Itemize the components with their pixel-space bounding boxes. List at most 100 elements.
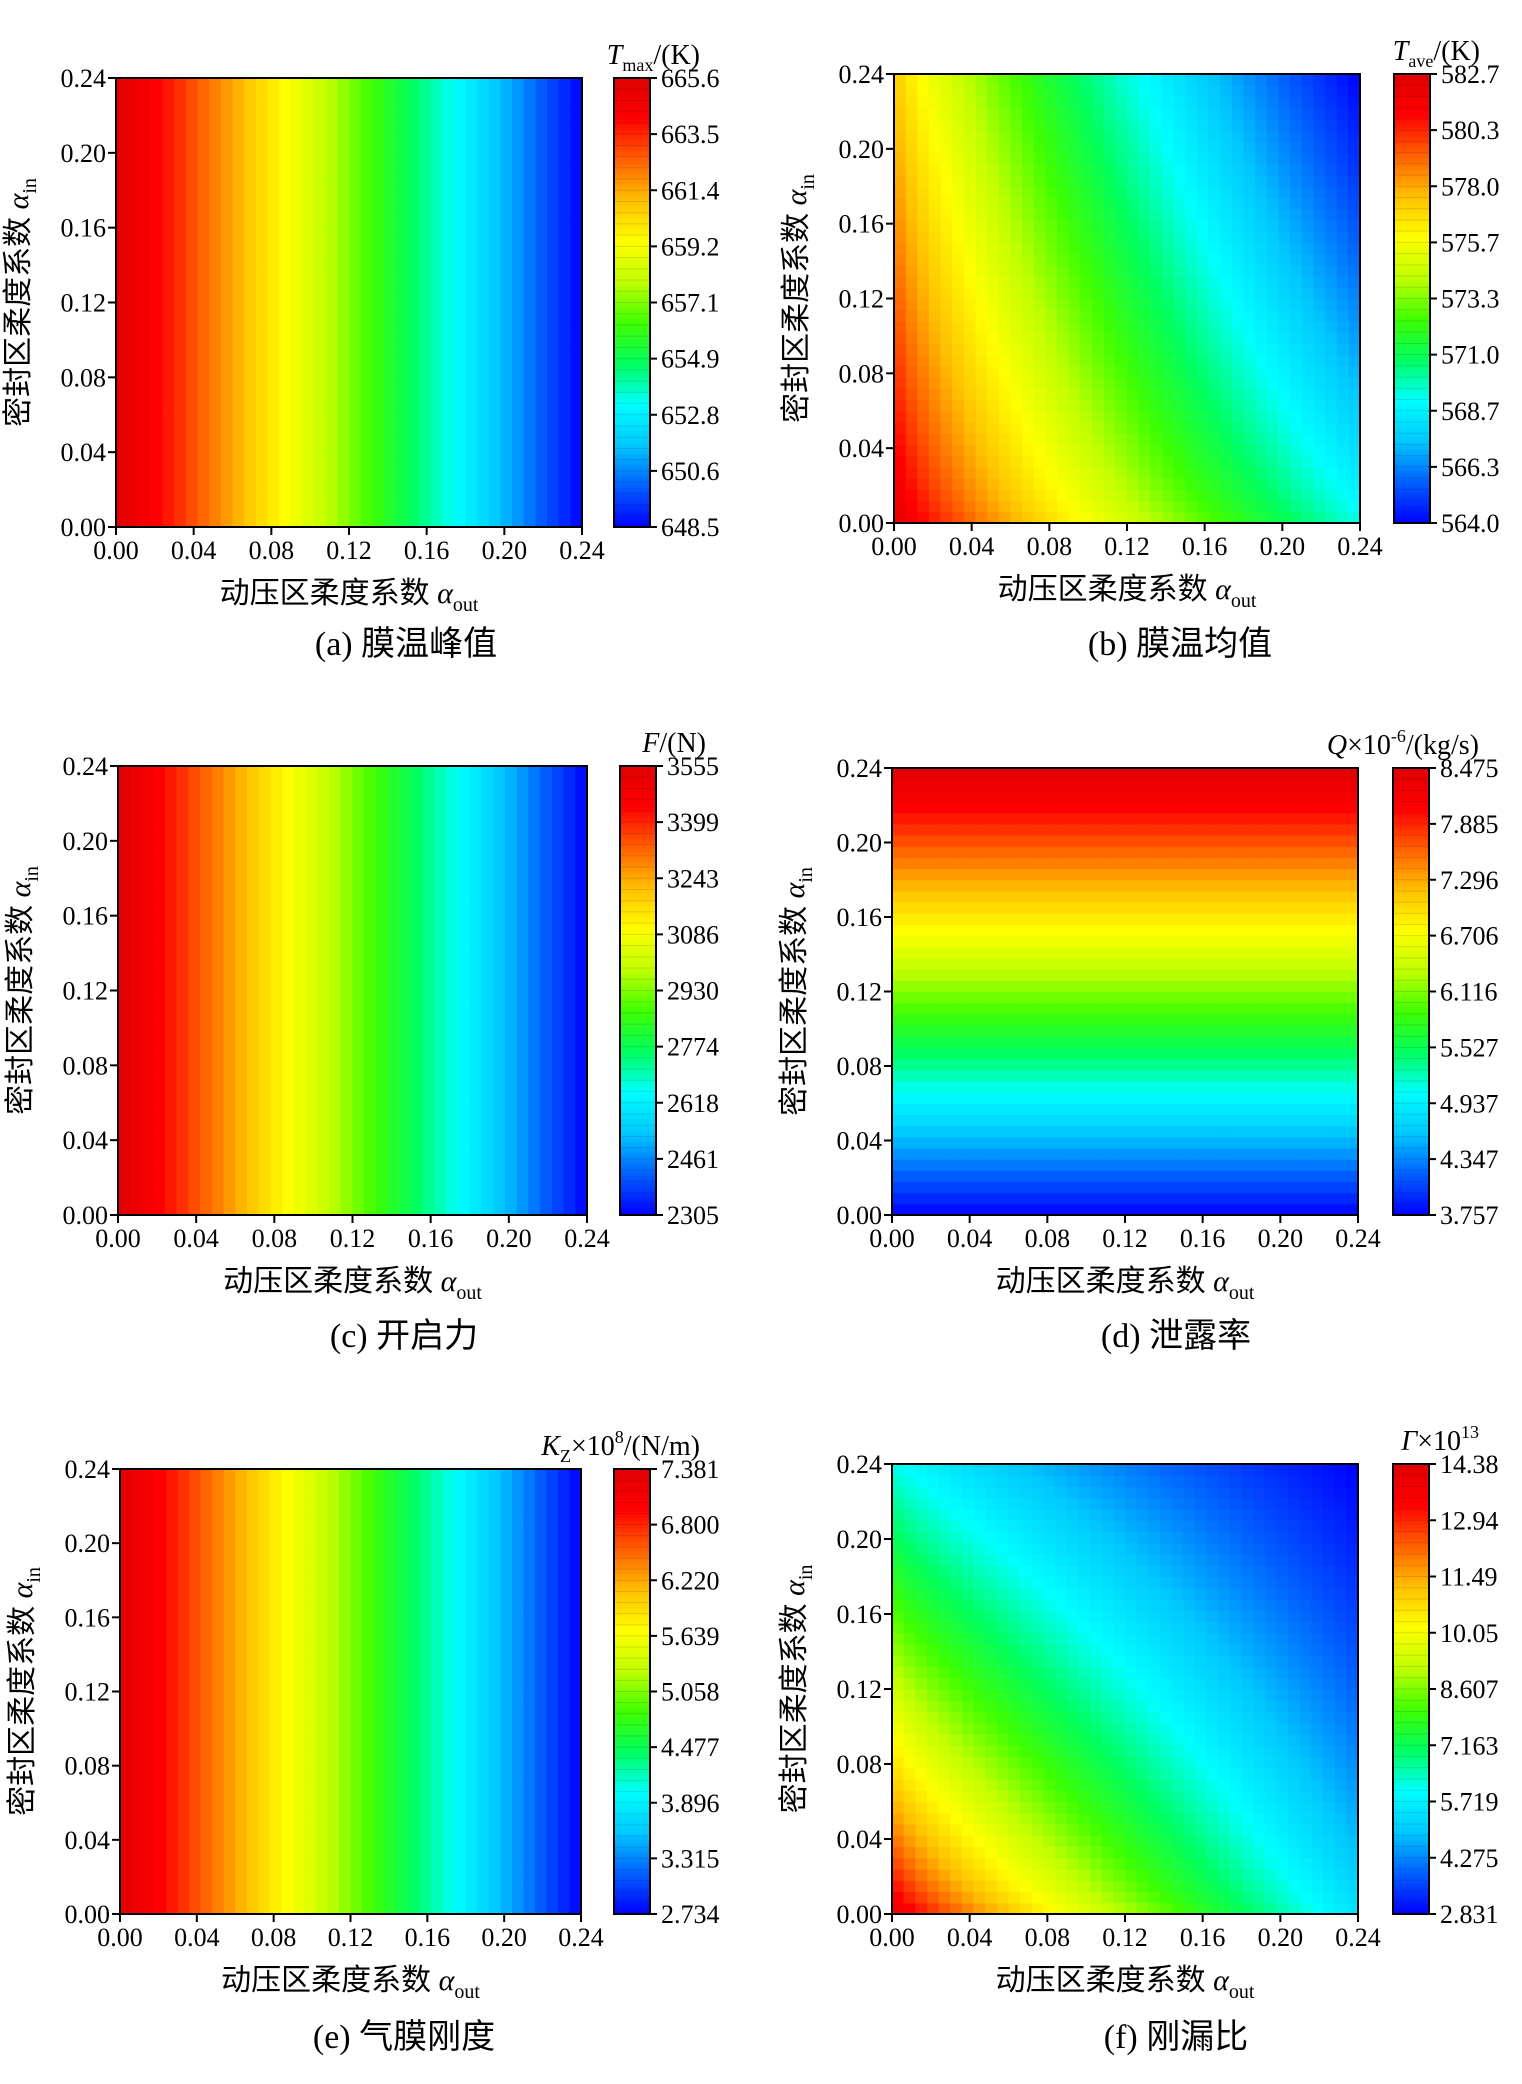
heatmap-cell — [396, 336, 408, 348]
colorbar-tick-label: 571.0 — [1441, 341, 1500, 370]
heatmap-cell — [929, 467, 941, 479]
heatmap-cell — [559, 100, 571, 112]
heatmap-cell — [376, 889, 388, 901]
heatmap-cell — [1104, 153, 1116, 165]
heatmap-cell — [141, 1103, 153, 1115]
heatmap-cell — [141, 968, 153, 980]
heatmap-cell — [1278, 153, 1290, 165]
heatmap-cell — [1278, 231, 1290, 243]
heatmap-cell — [419, 179, 431, 191]
heatmap-cell — [517, 878, 529, 890]
heatmap-cell — [361, 471, 373, 483]
heatmap-cell — [1150, 276, 1162, 288]
heatmap-cell — [1267, 276, 1279, 288]
heatmap-cell — [419, 112, 431, 124]
heatmap-cell — [174, 381, 186, 393]
heatmap-cell — [552, 1170, 564, 1182]
heatmap-cell — [1057, 254, 1069, 266]
heatmap-cell — [906, 355, 918, 367]
heatmap-cell — [337, 404, 349, 416]
heatmap-cell — [235, 1125, 247, 1137]
heatmap-cell — [976, 366, 988, 378]
heatmap-cell — [233, 336, 245, 348]
heatmap-cell — [396, 303, 408, 315]
heatmap-cell — [153, 923, 165, 935]
heatmap-cell — [372, 347, 384, 359]
heatmap-cell — [987, 141, 999, 153]
heatmap-cell — [256, 280, 268, 292]
heatmap-cell — [364, 1013, 376, 1025]
heatmap-cell — [337, 471, 349, 483]
heatmap-cell — [894, 164, 906, 176]
heatmap-cell — [987, 299, 999, 311]
heatmap-cell — [559, 157, 571, 169]
heatmap-cell — [130, 1136, 142, 1148]
heatmap-cell — [270, 934, 282, 946]
heatmap-cell — [221, 505, 233, 517]
heatmap-cell — [435, 833, 447, 845]
heatmap-cell — [306, 1170, 318, 1182]
heatmap-cell — [929, 422, 941, 434]
heatmap-cell — [411, 1002, 423, 1014]
heatmap-cell — [314, 426, 326, 438]
heatmap-cell — [1022, 456, 1034, 468]
heatmap-cell — [349, 471, 361, 483]
y-tick-label: 0.20 — [839, 135, 885, 164]
heatmap-cell — [247, 923, 259, 935]
heatmap-cell — [329, 923, 341, 935]
heatmap-cell — [1034, 512, 1046, 524]
heatmap-cell — [200, 1069, 212, 1081]
heatmap-cell — [524, 426, 536, 438]
heatmap-cell — [906, 108, 918, 120]
heatmap-cell — [1209, 197, 1221, 209]
heatmap-cell — [477, 370, 489, 382]
heatmap-cell — [188, 1035, 200, 1047]
heatmap-cell — [314, 516, 326, 528]
heatmap-cell — [163, 359, 175, 371]
heatmap-cell — [489, 235, 501, 247]
heatmap-cell — [302, 415, 314, 427]
heatmap-cell — [1209, 433, 1221, 445]
heatmap-cell — [917, 265, 929, 277]
heatmap-cell — [552, 856, 564, 868]
heatmap-cell — [976, 209, 988, 221]
heatmap-cell — [1127, 164, 1139, 176]
heatmap-cell — [1057, 377, 1069, 389]
heatmap-cell — [353, 1069, 365, 1081]
heatmap-cell — [540, 856, 552, 868]
heatmap-cell — [559, 235, 571, 247]
heatmap-cell — [1244, 186, 1256, 198]
heatmap-cell — [929, 456, 941, 468]
heatmap-cell — [396, 471, 408, 483]
heatmap-cell — [177, 1114, 189, 1126]
heatmap-cell — [141, 856, 153, 868]
heatmap-cell — [118, 1204, 130, 1216]
heatmap-cell — [364, 923, 376, 935]
heatmap-cell — [188, 1170, 200, 1182]
heatmap-cell — [435, 946, 447, 958]
heatmap-cell — [314, 505, 326, 517]
heatmap-cell — [317, 957, 329, 969]
heatmap-cell — [337, 134, 349, 146]
heatmap-cell — [1185, 141, 1197, 153]
heatmap-cell — [233, 325, 245, 337]
heatmap-cell — [1045, 501, 1057, 513]
heatmap-cell — [163, 415, 175, 427]
heatmap-cell — [505, 845, 517, 857]
heatmap-cell — [999, 153, 1011, 165]
heatmap-cell — [528, 788, 540, 800]
heatmap-cell — [186, 437, 198, 449]
heatmap-cell — [446, 901, 458, 913]
heatmap-cell — [341, 979, 353, 991]
heatmap-cell — [116, 280, 128, 292]
heatmap-cell — [976, 130, 988, 142]
heatmap-cell — [1185, 501, 1197, 513]
heatmap-cell — [431, 505, 443, 517]
heatmap-cell — [477, 201, 489, 213]
heatmap-cell — [1267, 220, 1279, 232]
heatmap-cell — [446, 1193, 458, 1205]
heatmap-cell — [976, 422, 988, 434]
heatmap-cell — [419, 381, 431, 393]
heatmap-cell — [552, 1047, 564, 1059]
heatmap-cell — [141, 1159, 153, 1171]
